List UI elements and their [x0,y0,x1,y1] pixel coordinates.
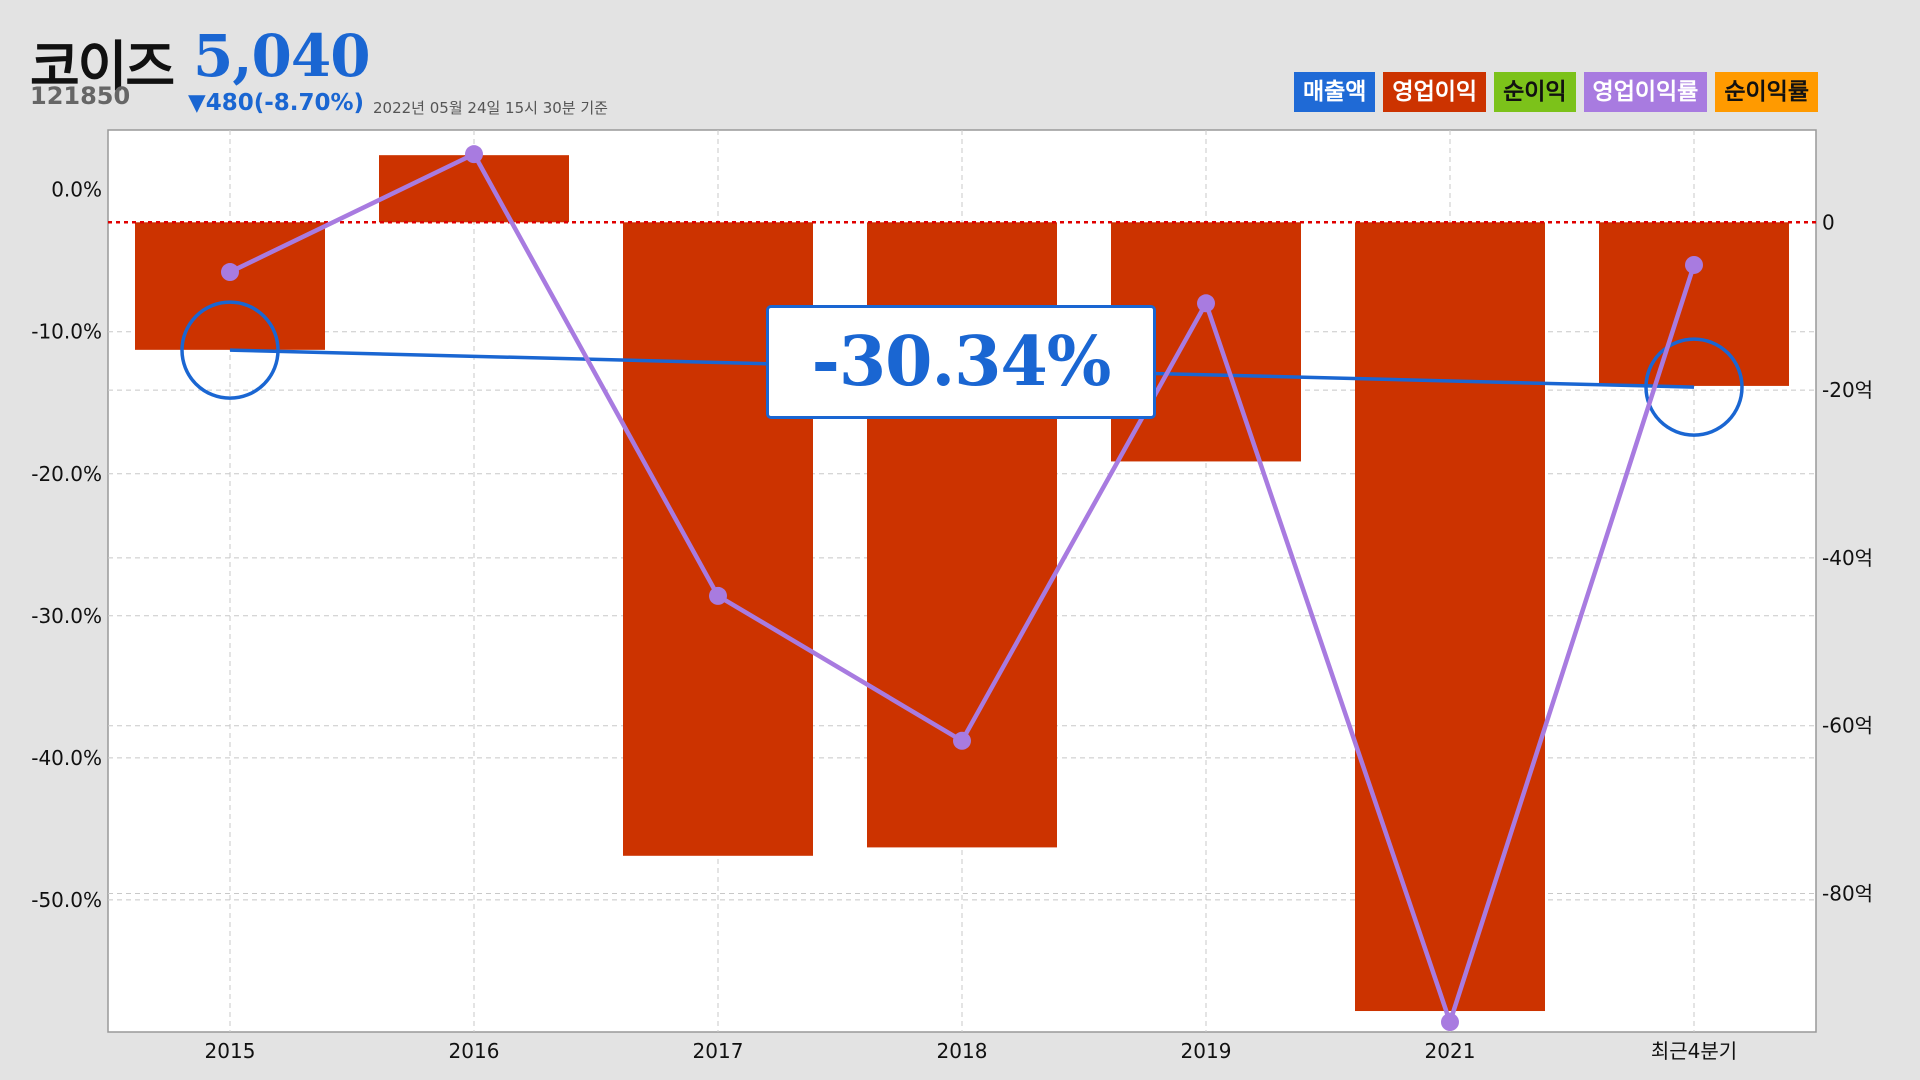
trend-end-circle [1644,337,1744,437]
x-tick-label: 최근4분기 [1651,1039,1737,1063]
stock-price: 5,040 [193,22,371,90]
margin-point [1197,294,1215,313]
x-tick-label: 2018 [937,1039,988,1063]
x-tick-label: 2017 [693,1039,744,1063]
bar [1599,222,1789,386]
margin-point [1685,255,1703,274]
y-left-tick-label: -50.0% [31,888,102,912]
margin-point [953,731,971,750]
trend-start-circle [180,300,280,400]
price-change: ▼480(-8.70%) [188,90,365,116]
y-right-tick-label: 0 [1822,210,1835,234]
legend-item-revenue[interactable]: 매출액 [1293,72,1376,112]
stock-name: 코이즈 [30,35,175,98]
margin-point [709,586,727,605]
timestamp: 2022년 05월 24일 15시 30분 기준 [373,99,608,117]
x-tick-label: 2016 [449,1039,500,1063]
x-tick-label: 2021 [1425,1039,1476,1063]
y-right-tick-label: -40억 [1822,546,1873,570]
legend: 매출액 영업이익 순이익 영업이익률 순이익률 [1293,72,1818,112]
trend-callout: -30.34% [766,305,1156,419]
y-left-tick-label: -30.0% [31,604,102,628]
stock-code: 121850 [30,82,131,110]
legend-item-net-margin[interactable]: 순이익률 [1715,72,1818,112]
bar [1355,222,1545,1012]
y-right-tick-label: -80억 [1822,882,1873,906]
y-left-tick-label: -40.0% [31,746,102,770]
y-left-tick-label: 0.0% [51,178,102,202]
legend-item-net-income[interactable]: 순이익 [1494,72,1576,112]
x-tick-label: 2019 [1181,1039,1232,1063]
x-tick-label: 2015 [205,1039,256,1063]
y-left-tick-label: -10.0% [31,320,102,344]
legend-item-operating-profit[interactable]: 영업이익 [1383,72,1487,112]
legend-item-operating-margin[interactable]: 영업이익률 [1583,72,1708,112]
y-left-tick-label: -20.0% [31,462,102,486]
y-right-tick-label: -20억 [1822,378,1873,402]
margin-point [221,263,239,282]
margin-point [1441,1013,1459,1032]
margin-point [465,145,483,164]
y-right-tick-label: -60억 [1822,714,1873,738]
bar [379,155,569,223]
